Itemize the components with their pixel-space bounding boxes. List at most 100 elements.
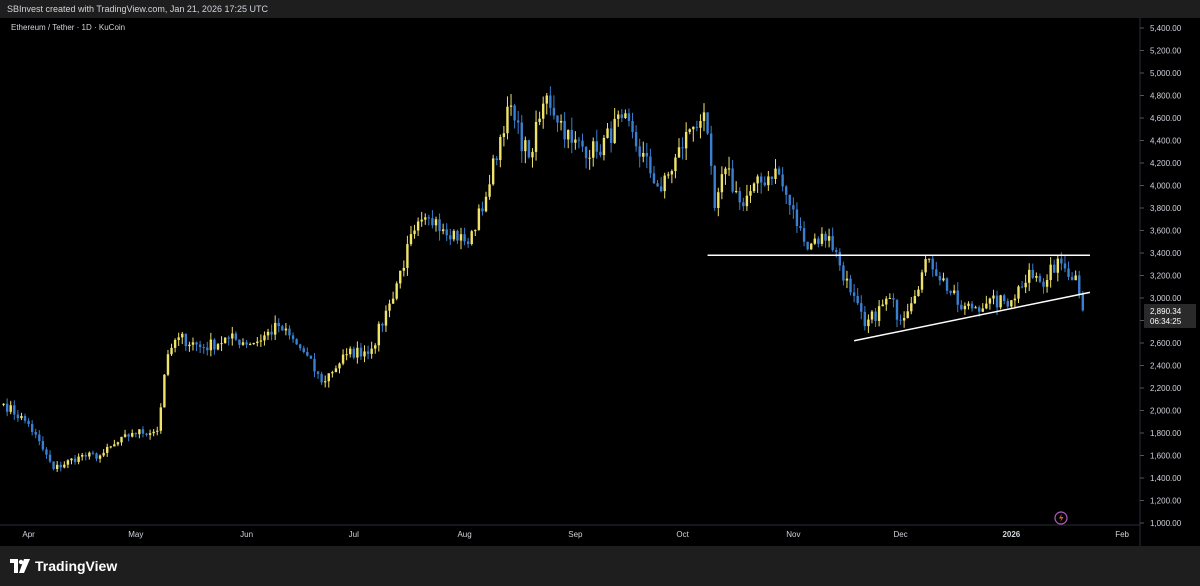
- candle-body: [835, 250, 838, 253]
- price-axis[interactable]: 1,000.00 1,200.00 1,400.00 1,600.00 1,800.00…: [1140, 24, 1182, 528]
- candle-body: [788, 194, 791, 206]
- candle-body: [495, 158, 498, 161]
- candle-body: [227, 337, 230, 339]
- time-axis[interactable]: Apr May Jun Jul Aug Sep Oct Nov Dec 2026 Feb: [22, 530, 1129, 539]
- time-tick-label: Feb: [1115, 530, 1129, 539]
- candle-body: [592, 141, 595, 158]
- trendlines-layer[interactable]: [707, 254, 1091, 342]
- candle-body: [609, 128, 613, 143]
- candle-body: [195, 342, 198, 345]
- support-trendline[interactable]: [853, 291, 1091, 342]
- candle-body: [852, 292, 856, 296]
- candle-body: [34, 432, 37, 435]
- candle-body: [156, 430, 159, 432]
- candle-body: [213, 339, 216, 350]
- candle-body: [424, 217, 427, 220]
- candle-body: [281, 326, 284, 331]
- candle-body: [5, 403, 9, 412]
- candle-body: [395, 283, 398, 299]
- time-tick-label: Jun: [240, 530, 253, 539]
- candle-body: [248, 344, 252, 346]
- candle-body: [659, 186, 663, 192]
- time-tick-label: Oct: [676, 530, 689, 539]
- alert-icon[interactable]: [1054, 511, 1068, 525]
- candle-body: [642, 152, 645, 157]
- price-tick-label: 3,400.00: [1150, 249, 1182, 258]
- candle-body: [810, 243, 813, 250]
- candle-body: [106, 446, 109, 453]
- candle-body: [1067, 268, 1070, 277]
- candle-body: [513, 105, 516, 121]
- candle-body: [1056, 258, 1060, 273]
- candle-body: [163, 374, 166, 408]
- candle-body: [1035, 275, 1038, 278]
- candle-body: [338, 363, 341, 369]
- candle-body: [431, 218, 434, 226]
- candle-body: [223, 337, 227, 344]
- candle-body: [466, 241, 470, 244]
- chart-frame[interactable]: 1,000.00 1,200.00 1,400.00 1,600.00 1,800.00…: [0, 18, 1200, 546]
- candle-body: [820, 233, 824, 244]
- candle-body: [209, 339, 213, 351]
- candle-body: [702, 112, 706, 121]
- candle-body: [838, 252, 842, 266]
- candle-body: [63, 464, 66, 468]
- candle-body: [752, 183, 756, 192]
- candle-body: [992, 295, 995, 299]
- candle-body: [391, 298, 395, 304]
- candle-body: [688, 129, 691, 132]
- candle-body: [674, 157, 677, 172]
- candle-body: [960, 304, 963, 310]
- candle-body: [263, 335, 266, 341]
- candle-body: [220, 343, 223, 345]
- candle-body: [20, 415, 23, 419]
- candle-body: [927, 258, 931, 260]
- price-tick-label: 1,400.00: [1150, 474, 1182, 483]
- candle-body: [1081, 294, 1085, 311]
- candle-body: [920, 272, 924, 290]
- candle-body: [624, 113, 627, 118]
- candle-body: [881, 304, 884, 307]
- candle-body: [38, 434, 41, 442]
- candle-body: [995, 295, 999, 308]
- candle-body: [202, 347, 205, 349]
- candle-body: [817, 238, 820, 244]
- candle-body: [888, 298, 892, 299]
- candle-body: [695, 126, 699, 128]
- candle-body: [91, 452, 95, 454]
- candle-body: [520, 122, 523, 152]
- candle-body: [574, 139, 577, 143]
- candle-body: [931, 258, 934, 270]
- bar-countdown: 06:34:25: [1150, 317, 1182, 326]
- candle-body: [291, 335, 295, 340]
- price-tick-label: 1,000.00: [1150, 519, 1182, 528]
- last-price-tag: 2,890.34 06:34:25: [1144, 304, 1196, 328]
- time-tick-label: Aug: [457, 530, 471, 539]
- price-tick-label: 2,600.00: [1150, 339, 1182, 348]
- candle-body: [813, 238, 816, 244]
- price-chart[interactable]: 1,000.00 1,200.00 1,400.00 1,600.00 1,800.00…: [0, 18, 1200, 546]
- candle-body: [1063, 263, 1067, 269]
- candle-body: [159, 407, 163, 431]
- candle-body: [55, 464, 59, 469]
- candle-body: [1003, 295, 1006, 302]
- candle-body: [374, 345, 377, 349]
- candle-body: [241, 342, 245, 345]
- candle-body: [145, 433, 148, 435]
- last-price-value: 2,890.34: [1150, 307, 1182, 316]
- candle-body: [1024, 282, 1027, 288]
- candle-body: [1017, 286, 1020, 299]
- tradingview-logo[interactable]: TradingView: [10, 556, 117, 576]
- candle-body: [288, 328, 291, 336]
- price-tick-label: 1,600.00: [1150, 452, 1182, 461]
- candle-body: [438, 219, 441, 232]
- candle-body: [902, 318, 906, 321]
- candle-body: [320, 373, 323, 383]
- candle-body: [388, 303, 391, 311]
- candle-body: [938, 275, 942, 281]
- candle-body: [713, 165, 716, 208]
- candle-body: [734, 191, 738, 193]
- candle-body: [402, 267, 406, 271]
- tradingview-logo-icon: [10, 559, 30, 573]
- candle-body: [1020, 286, 1024, 288]
